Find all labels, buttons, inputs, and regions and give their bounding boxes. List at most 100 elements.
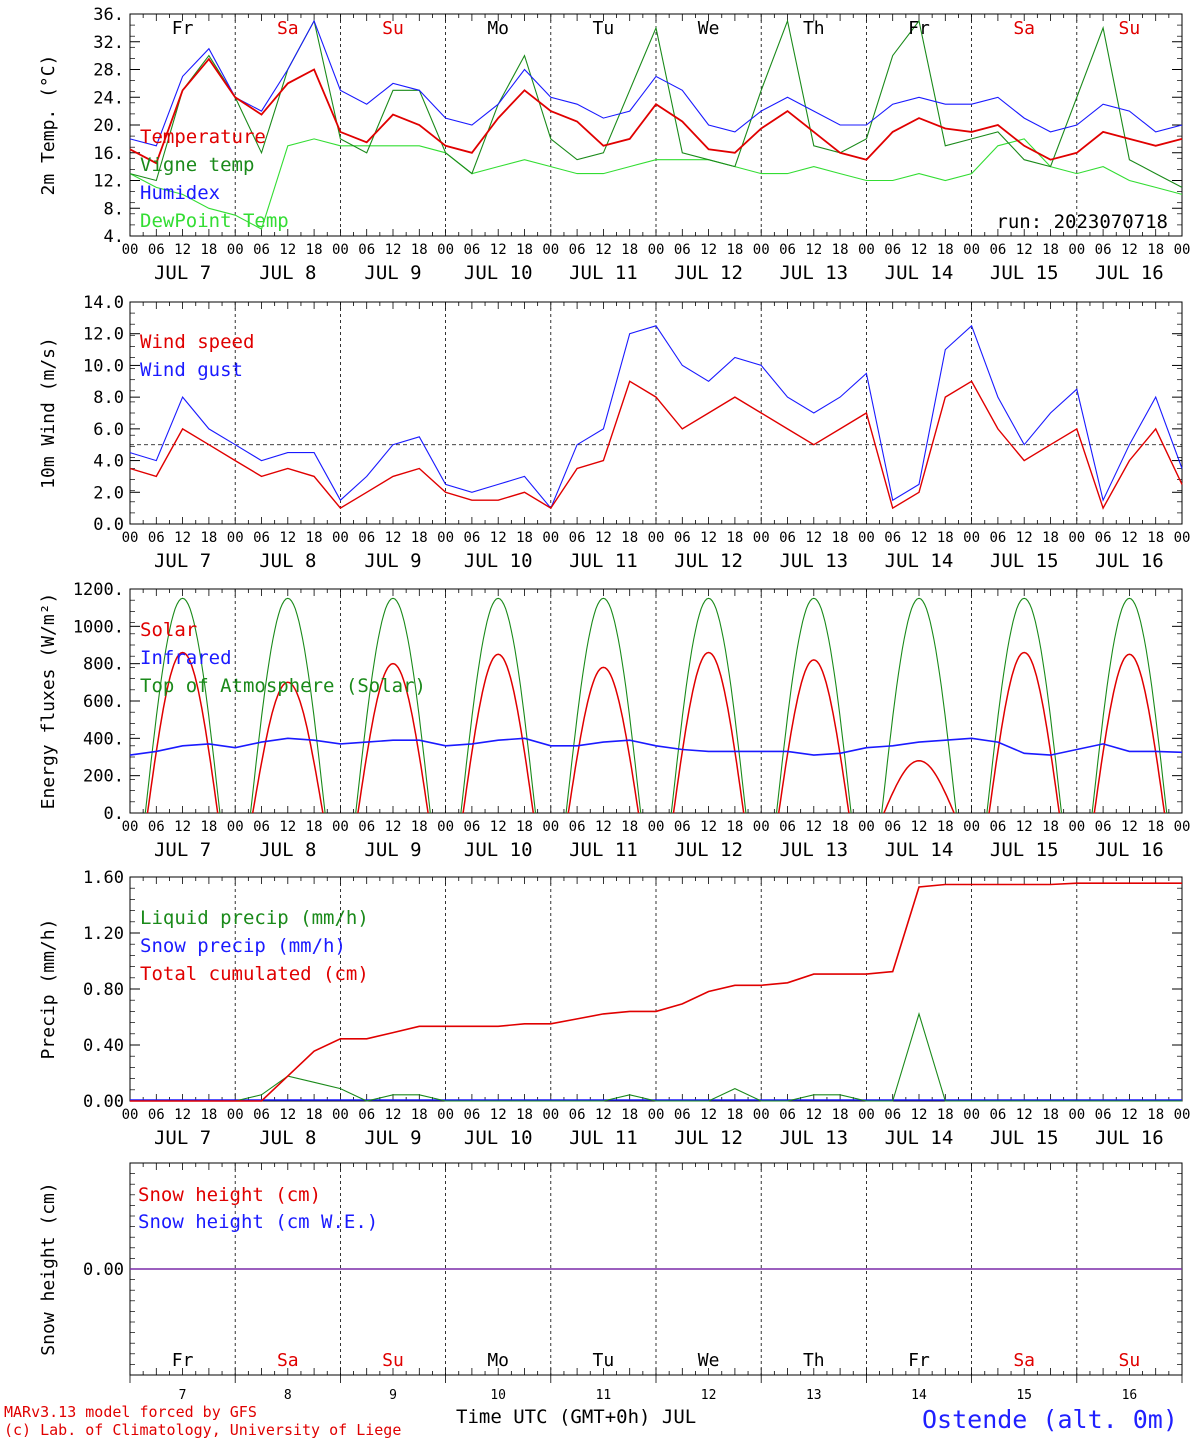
hour-tick-label: 00 <box>542 530 559 546</box>
panel-1: 4. 8. 12. 16. 20. 24. 28. 32. 36. 2m Temp. (°C) 00… <box>38 5 1190 284</box>
day-number: 9 <box>389 1388 397 1403</box>
hour-tick-label: 12 <box>911 530 928 546</box>
hour-tick-label: 06 <box>358 530 375 546</box>
day-label: JUL 8 <box>259 839 316 861</box>
day-name: Sa <box>277 18 299 39</box>
hour-tick-label: 18 <box>832 242 849 258</box>
legend-total-cumulated: Total cumulated (cm) <box>140 963 369 985</box>
hour-tick-label: 18 <box>200 242 217 258</box>
series-line-wind-gust <box>129 324 1183 510</box>
y-tick-label: 0.00 <box>83 1260 124 1280</box>
hour-tick-label: 12 <box>490 1107 507 1123</box>
hour-tick-label: 18 <box>306 530 323 546</box>
y-tick-label: 0.40 <box>83 1036 124 1056</box>
hour-tick-label: 06 <box>148 819 165 835</box>
snow-plot: Snow height (cm) Snow height (cm W.E.) Fr S… <box>129 1184 1183 1403</box>
day-name: Sa <box>1013 18 1035 39</box>
hour-tick-label: 06 <box>1095 530 1112 546</box>
hour-tick-label: 00 <box>1174 1107 1191 1123</box>
y-axis-label: Precip (mm/h) <box>38 919 59 1060</box>
y-axis-label: Snow height (cm) <box>38 1182 59 1355</box>
legend-dewpoint-temp: DewPoint Temp <box>140 210 289 232</box>
hour-tick-label: 18 <box>306 1107 323 1123</box>
hour-tick-label: 00 <box>753 819 770 835</box>
hour-tick-label: 12 <box>700 242 717 258</box>
y-tick-label: 1.60 <box>83 868 124 888</box>
series-line-solar <box>146 651 1166 814</box>
y-tick-label: 1200. <box>73 580 124 600</box>
hour-tick-label: 18 <box>516 819 533 835</box>
hour-tick-label: 18 <box>1147 530 1164 546</box>
day-label: JUL 12 <box>674 1127 743 1149</box>
day-label: JUL 14 <box>885 1127 954 1149</box>
legend-wind-speed: Wind speed <box>140 331 254 353</box>
hour-tick-label: 12 <box>1121 242 1138 258</box>
day-label: JUL 15 <box>990 839 1059 861</box>
hour-tick-label: 18 <box>306 819 323 835</box>
legend-snow-precip: Snow precip (mm/h) <box>140 935 346 957</box>
hour-tick-label: 18 <box>832 819 849 835</box>
hour-tick-label: 18 <box>306 242 323 258</box>
day-name: Su <box>1119 1350 1141 1371</box>
hour-tick-label: 12 <box>595 1107 612 1123</box>
day-label: JUL 9 <box>364 839 421 861</box>
hour-tick-label: 12 <box>385 819 402 835</box>
hour-tick-label: 18 <box>1042 530 1059 546</box>
hour-tick-label: 12 <box>1121 530 1138 546</box>
y-tick-label: 0.0 <box>93 515 124 535</box>
day-number: 8 <box>284 1388 292 1403</box>
hour-tick-label: 18 <box>516 530 533 546</box>
wind-plot: Wind speed Wind gust <box>129 324 1183 510</box>
panel-2: 0.0 2.0 4.0 6.0 8.0 10.0 12.0 14.0 10m Wind (m/s… <box>38 293 1190 572</box>
y-tick-label: 1000. <box>73 617 124 637</box>
hour-tick-label: 12 <box>911 242 928 258</box>
hour-tick-label: 12 <box>490 242 507 258</box>
day-label: JUL 16 <box>1095 262 1164 284</box>
day-label: JUL 15 <box>990 1127 1059 1149</box>
hour-tick-label: 00 <box>858 1107 875 1123</box>
hour-tick-label: 06 <box>989 819 1006 835</box>
hour-tick-label: 06 <box>253 819 270 835</box>
panel-4: 0.00 0.40 0.80 1.20 1.60 Precip (mm/h) 00 06 12 1… <box>38 868 1190 1149</box>
series-line-infrared <box>129 737 1183 756</box>
hour-tick-label: 12 <box>385 530 402 546</box>
hour-tick-label: 00 <box>437 1107 454 1123</box>
panel-frame <box>129 588 1183 814</box>
hour-tick-label: 00 <box>1068 819 1085 835</box>
hour-tick-label: 00 <box>122 819 139 835</box>
day-number: 7 <box>179 1388 187 1403</box>
hour-tick-label: 00 <box>437 242 454 258</box>
hour-tick-label: 00 <box>542 242 559 258</box>
hour-tick-label: 00 <box>1174 242 1191 258</box>
hour-tick-label: 06 <box>779 1107 796 1123</box>
series-line-liquid-precip <box>130 1011 1182 1102</box>
hour-tick-label: 00 <box>332 819 349 835</box>
hour-tick-label: 00 <box>227 530 244 546</box>
hour-tick-label: 00 <box>963 819 980 835</box>
y-tick-label: 800. <box>83 655 124 675</box>
day-name: Th <box>803 18 825 39</box>
series-line-top-of-atmosphere-solar <box>144 597 1168 814</box>
y-tick-label: 400. <box>83 729 124 749</box>
hour-tick-label: 06 <box>884 530 901 546</box>
day-label: JUL 16 <box>1095 1127 1164 1149</box>
day-label: JUL 11 <box>569 1127 638 1149</box>
hour-tick-label: 12 <box>174 530 191 546</box>
hour-tick-label: 06 <box>674 530 691 546</box>
lab-credit-line: (c) Lab. of Climatology, University of L… <box>4 1421 402 1439</box>
day-name: Su <box>1119 18 1141 39</box>
hour-tick-label: 18 <box>937 819 954 835</box>
y-tick-label: 10.0 <box>83 356 124 376</box>
hour-tick-label: 18 <box>411 1107 428 1123</box>
hour-tick-label: 12 <box>805 530 822 546</box>
hour-tick-label: 12 <box>911 1107 928 1123</box>
hour-tick-label: 06 <box>779 242 796 258</box>
y-tick-label: 200. <box>83 767 124 787</box>
day-name: Fr <box>908 18 930 39</box>
day-label: JUL 16 <box>1095 839 1164 861</box>
hour-tick-label: 06 <box>358 819 375 835</box>
hour-tick-label: 12 <box>805 242 822 258</box>
series-line-dewpoint-temp <box>129 138 1183 230</box>
legend-solar: Solar <box>140 619 197 641</box>
